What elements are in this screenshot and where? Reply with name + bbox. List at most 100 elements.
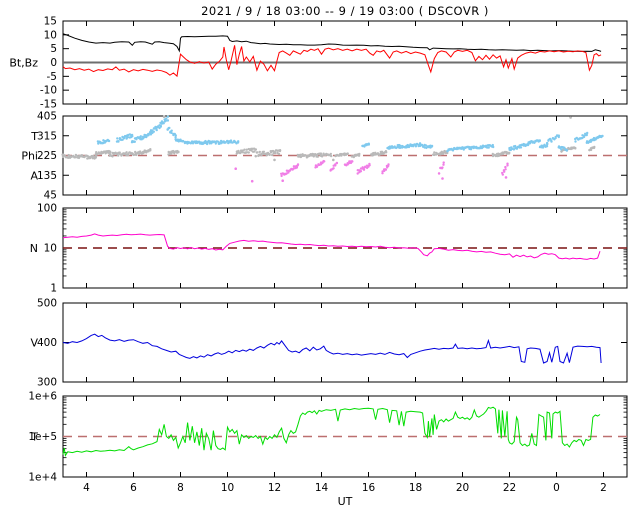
dot	[256, 151, 259, 154]
dot	[94, 154, 98, 158]
dot	[334, 163, 337, 166]
y-tick-label: 5	[50, 43, 57, 55]
dot	[243, 148, 246, 151]
dot	[519, 146, 523, 149]
dot	[111, 155, 114, 158]
dot	[91, 157, 95, 160]
dot	[362, 168, 366, 171]
dot	[299, 155, 303, 159]
dot	[565, 149, 568, 152]
dot	[253, 150, 256, 153]
dot	[527, 142, 530, 145]
panel-frame-temperature	[62, 395, 628, 478]
dot	[437, 172, 441, 175]
dot	[116, 137, 119, 140]
dot	[268, 152, 271, 156]
dot	[162, 122, 165, 125]
dot	[550, 139, 553, 142]
dot	[126, 136, 130, 139]
panel-ylabel-temperature: T	[30, 431, 38, 444]
dot	[121, 138, 124, 141]
dot	[118, 152, 121, 155]
dot	[78, 154, 82, 157]
series-t	[62, 406, 601, 457]
dot	[187, 141, 190, 145]
dot	[582, 135, 586, 139]
dot	[166, 119, 170, 122]
dot	[506, 162, 509, 165]
dot	[166, 115, 170, 118]
y-tick-label: 10	[44, 243, 57, 255]
dot	[170, 129, 173, 132]
dot	[260, 154, 263, 157]
dot	[181, 139, 185, 143]
dot	[250, 179, 254, 183]
dot	[277, 152, 281, 156]
dot	[538, 139, 541, 143]
x-tick-label: 12	[268, 482, 281, 494]
dot	[258, 153, 261, 156]
dot	[245, 151, 249, 154]
dot	[442, 163, 445, 166]
x-tick-label: 0	[553, 482, 560, 494]
dot	[554, 136, 557, 140]
dot	[159, 124, 162, 127]
dot	[574, 140, 577, 143]
dot	[254, 148, 257, 151]
x-tick-label: 16	[362, 482, 376, 494]
dot	[125, 151, 128, 154]
dot	[271, 153, 274, 157]
dot	[555, 134, 559, 137]
dot	[149, 149, 152, 152]
dot	[117, 154, 120, 157]
dot	[528, 142, 532, 145]
dot	[165, 117, 168, 120]
dot	[441, 177, 444, 180]
dot	[309, 153, 312, 156]
y-tick-label: 0	[50, 57, 57, 69]
dot	[433, 153, 436, 157]
dot	[245, 148, 248, 151]
dot	[247, 151, 250, 154]
dot	[335, 154, 338, 157]
dot	[84, 154, 88, 157]
y-tick-label: 405	[37, 111, 57, 123]
dot	[399, 146, 402, 149]
dot	[147, 132, 150, 136]
panel-frame-density	[62, 207, 628, 289]
dot	[107, 139, 111, 143]
dot	[363, 166, 367, 169]
x-tick-label: 18	[409, 482, 422, 494]
dot	[501, 173, 504, 176]
dot	[292, 167, 295, 170]
dot	[367, 143, 370, 146]
dot	[262, 150, 266, 153]
y-tick-label: 1e+4	[28, 472, 57, 484]
dot	[236, 141, 240, 144]
dot	[258, 150, 261, 154]
dot	[316, 155, 319, 158]
dot	[133, 140, 136, 143]
dot	[430, 145, 434, 148]
dot	[156, 125, 159, 129]
dot	[332, 167, 335, 170]
dot	[491, 143, 494, 147]
y-tick-label: 400	[37, 337, 57, 349]
series-toward-sector	[96, 115, 604, 153]
y-tick-label: 225	[37, 150, 57, 162]
x-tick-label: 6	[130, 482, 137, 494]
dot	[164, 119, 168, 122]
dot	[399, 144, 402, 147]
x-tick-label: 8	[177, 482, 184, 494]
panel-ylabel-phi: T	[30, 130, 38, 143]
dot	[462, 148, 465, 151]
dot	[381, 172, 384, 175]
y-tick-label: 500	[37, 298, 57, 310]
dot	[585, 133, 588, 137]
dot	[281, 179, 285, 182]
dot	[504, 176, 508, 179]
dot	[127, 153, 130, 157]
dot	[601, 134, 604, 138]
